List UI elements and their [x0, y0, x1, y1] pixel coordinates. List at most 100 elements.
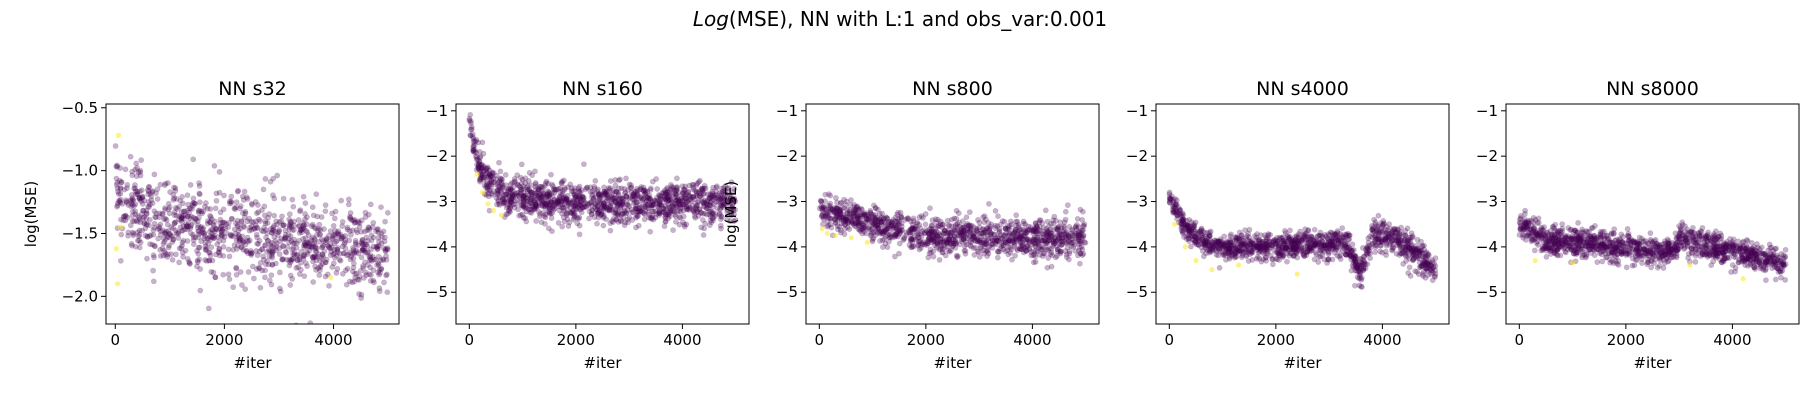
data-point	[1054, 252, 1060, 259]
data-point	[934, 223, 941, 230]
data-point	[973, 233, 980, 240]
data-point	[172, 204, 179, 211]
data-point	[1397, 250, 1404, 257]
data-point	[837, 211, 844, 217]
data-point	[362, 214, 369, 220]
data-point	[228, 198, 234, 205]
data-point	[488, 177, 495, 184]
data-point	[204, 220, 211, 227]
data-point	[562, 197, 569, 204]
data-point	[1383, 234, 1390, 241]
data-point	[144, 234, 151, 240]
data-point	[545, 199, 551, 205]
data-point	[1041, 250, 1048, 257]
data-point	[1420, 271, 1426, 277]
data-point	[572, 193, 579, 200]
data-point	[559, 178, 566, 185]
data-point	[268, 248, 275, 255]
data-point	[1047, 232, 1054, 239]
data-point	[564, 206, 571, 213]
data-point	[161, 182, 168, 188]
data-point	[824, 223, 831, 230]
data-point	[983, 247, 990, 254]
data-point	[862, 219, 869, 226]
data-point	[944, 232, 951, 239]
data-point	[683, 203, 690, 210]
data-point	[300, 225, 307, 232]
data-point	[727, 195, 734, 202]
data-point	[507, 186, 514, 193]
data-point	[466, 117, 473, 124]
data-point	[887, 234, 893, 241]
data-point	[470, 142, 477, 149]
data-point	[590, 195, 597, 202]
data-point	[718, 213, 724, 219]
data-point	[315, 226, 322, 232]
data-point	[1026, 226, 1033, 233]
data-point	[244, 250, 251, 257]
data-point	[1301, 252, 1308, 259]
data-point	[675, 197, 682, 204]
data-point	[201, 203, 208, 210]
data-point	[643, 201, 649, 208]
data-point	[1000, 242, 1007, 249]
data-point	[536, 213, 543, 220]
data-point	[685, 205, 692, 212]
data-point	[1030, 252, 1037, 259]
data-point	[537, 210, 543, 217]
data-point	[1026, 238, 1032, 245]
data-point	[288, 219, 294, 226]
data-point	[211, 162, 218, 169]
data-point	[842, 201, 849, 208]
data-point	[1284, 238, 1290, 245]
data-point	[220, 243, 227, 250]
data-point	[895, 219, 901, 226]
data-point	[647, 202, 654, 208]
data-point	[645, 214, 652, 221]
data-point	[839, 205, 846, 212]
data-point	[704, 211, 710, 218]
data-point	[377, 269, 383, 276]
data-point	[628, 182, 634, 189]
data-point	[483, 167, 489, 174]
data-point	[612, 182, 619, 189]
data-point	[239, 193, 246, 200]
data-point	[614, 189, 620, 195]
data-point	[981, 228, 988, 235]
data-point	[624, 201, 631, 208]
data-point	[527, 199, 534, 205]
data-point	[654, 194, 660, 201]
data-point	[529, 194, 536, 201]
data-point	[1257, 242, 1264, 249]
data-point	[856, 220, 863, 227]
data-point	[853, 203, 860, 210]
data-point	[989, 244, 996, 251]
data-point	[642, 203, 648, 210]
data-point	[857, 211, 864, 218]
data-point	[1416, 264, 1423, 270]
data-point	[953, 240, 960, 247]
data-point	[181, 208, 188, 215]
data-point	[371, 256, 377, 263]
data-point	[662, 214, 669, 221]
data-point	[864, 216, 871, 222]
data-point	[707, 208, 713, 215]
data-point	[535, 186, 541, 192]
data-point	[1261, 250, 1267, 257]
data-point	[958, 225, 965, 232]
data-point	[710, 203, 716, 210]
data-point	[825, 208, 832, 215]
data-point-highlight	[328, 274, 334, 281]
data-point	[980, 229, 987, 236]
data-point	[885, 219, 892, 226]
data-point	[190, 241, 197, 248]
data-point	[495, 197, 502, 204]
data-point	[487, 173, 494, 180]
data-point	[842, 218, 849, 224]
data-point	[301, 251, 308, 258]
data-point	[296, 271, 303, 277]
data-point	[1063, 228, 1070, 235]
data-point	[1032, 258, 1039, 265]
data-point	[335, 230, 341, 237]
data-point	[916, 238, 923, 245]
